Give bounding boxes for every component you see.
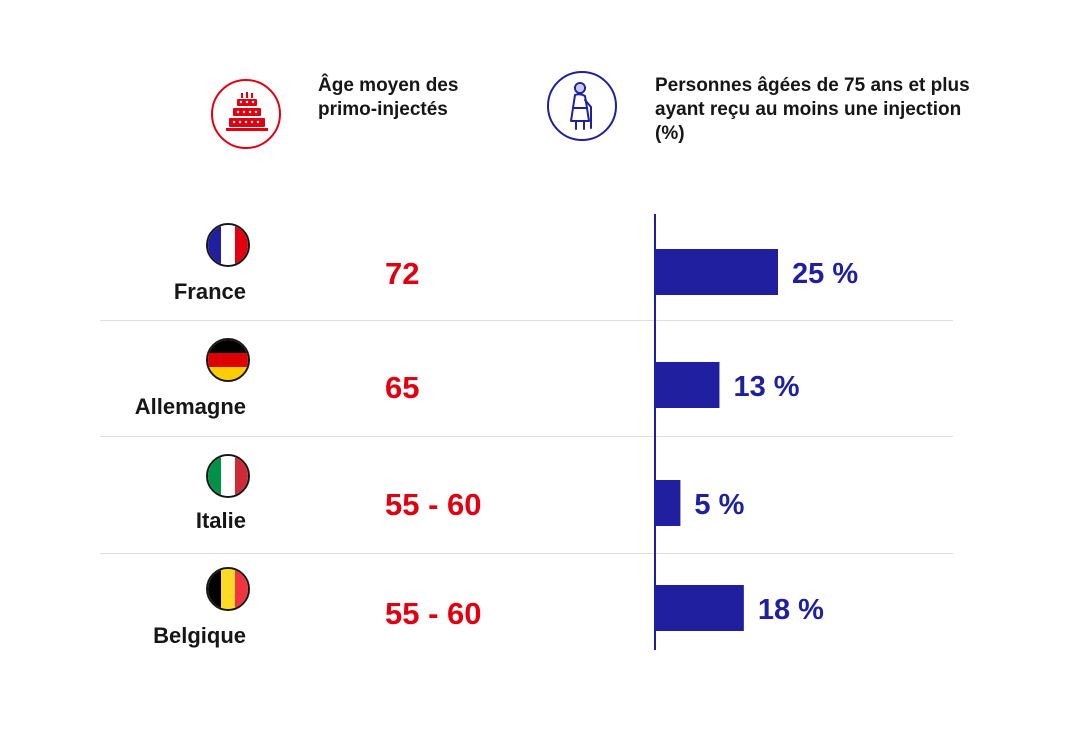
bar-axis-line: [654, 214, 656, 650]
bar-france: [656, 249, 778, 295]
france-flag-icon: [206, 223, 250, 267]
country-name-belgique: Belgique: [153, 623, 246, 648]
italy-flag-icon: [206, 454, 250, 498]
bar-italie: [656, 480, 681, 526]
country-name-allemagne: Allemagne: [134, 394, 246, 419]
age-value-belgique: 55 - 60: [385, 596, 482, 631]
bar-label-allemagne: 13 %: [733, 371, 799, 403]
bar-label-belgique: 18 %: [758, 594, 824, 626]
birthday-cake-icon: [211, 79, 281, 149]
age-column-title: Âge moyen des primo-injectés: [318, 75, 459, 120]
injection-column-title: Personnes âgées de 75 ans et plus ayant …: [655, 75, 970, 144]
row-divider: [100, 553, 953, 554]
germany-flag-icon: [206, 338, 250, 382]
country-name-france: France: [173, 279, 246, 304]
bar-belgique: [656, 585, 744, 631]
bar-label-italie: 5 %: [694, 489, 744, 521]
bar-allemagne: [656, 362, 720, 408]
row-divider: [100, 320, 953, 321]
bar-label-france: 25 %: [792, 258, 858, 290]
row-divider: [100, 436, 953, 437]
age-value-italie: 55 - 60: [385, 487, 482, 522]
age-value-france: 72: [385, 256, 420, 291]
age-value-allemagne: 65: [385, 370, 420, 405]
belgium-flag-icon: [206, 567, 250, 611]
country-name-italie: Italie: [195, 508, 246, 533]
elderly-person-icon: [547, 71, 617, 141]
